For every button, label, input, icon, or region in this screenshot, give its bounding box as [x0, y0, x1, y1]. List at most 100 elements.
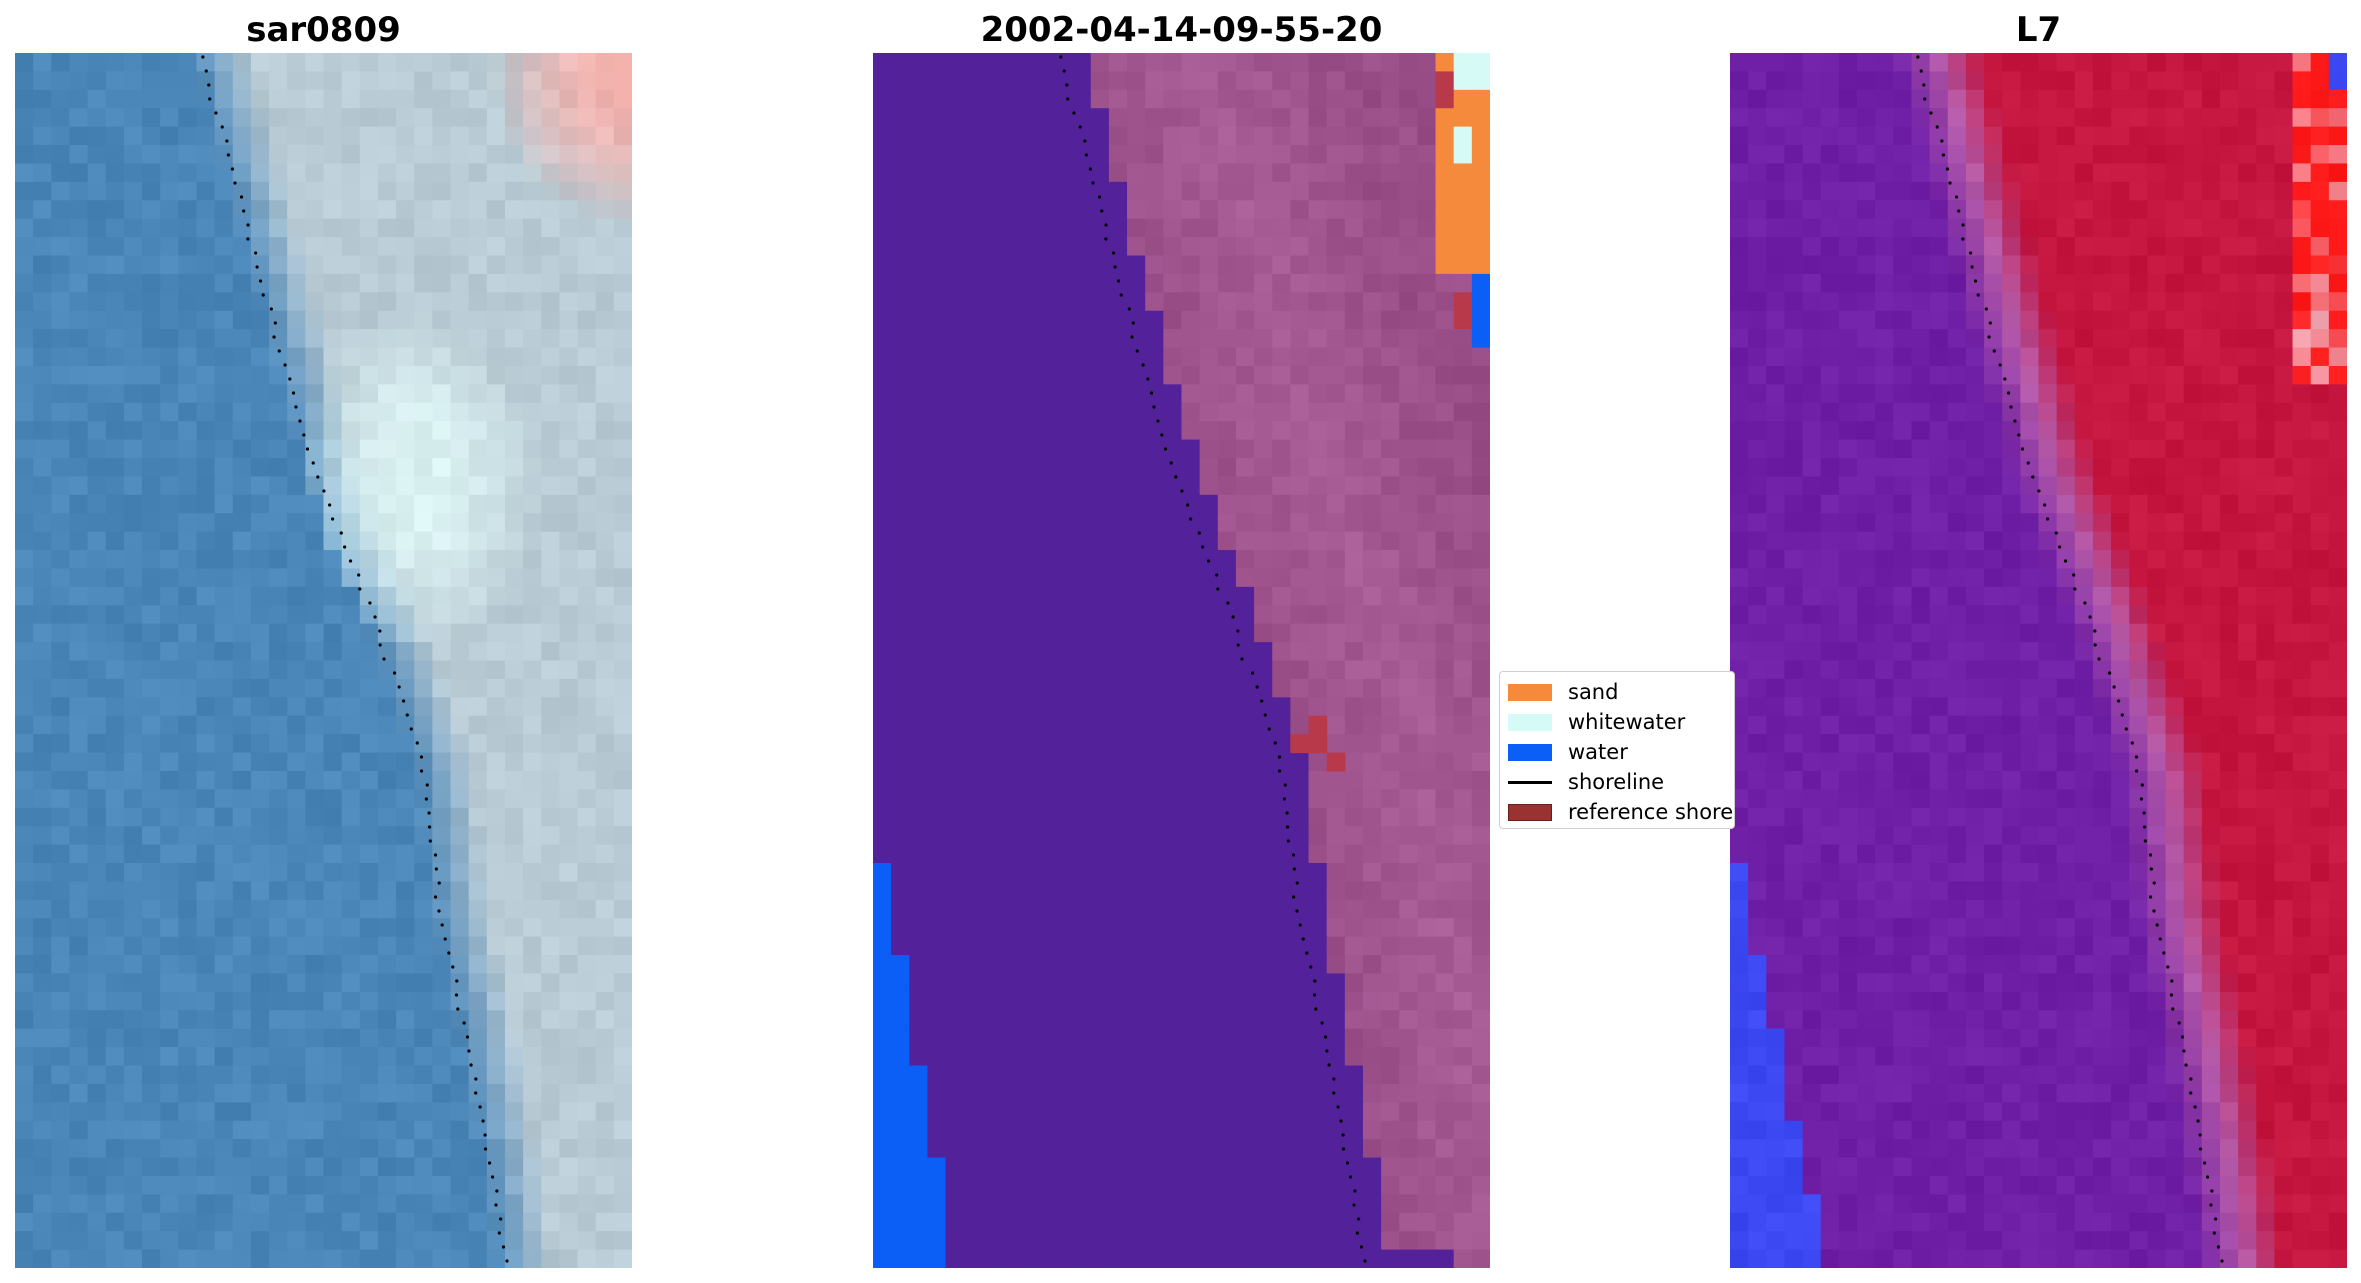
rgb-pixel	[123, 145, 143, 165]
rgb-pixel	[160, 863, 179, 883]
rgb-pixel	[323, 329, 343, 349]
l7-pixel	[1911, 89, 1931, 109]
class-pixel	[909, 1231, 929, 1251]
l7-pixel	[1820, 53, 1840, 73]
rgb-pixel	[196, 255, 216, 275]
class-pixel	[1199, 71, 1219, 91]
class-pixel	[981, 789, 1001, 809]
class-pixel	[927, 1102, 947, 1122]
class-pixel	[891, 715, 910, 735]
rgb-pixel	[377, 71, 397, 91]
class-pixel	[1036, 237, 1056, 257]
rgb-pixel	[577, 365, 597, 385]
class-pixel	[1181, 531, 1201, 551]
rgb-pixel	[595, 1028, 615, 1048]
class-pixel	[1108, 642, 1128, 662]
rgb-pixel	[305, 715, 325, 735]
class-pixel	[1108, 218, 1128, 238]
class-pixel	[1435, 292, 1455, 312]
rgb-pixel	[142, 1120, 161, 1140]
l7-pixel	[1929, 200, 1949, 220]
rgb-pixel	[305, 310, 325, 330]
rgb-pixel	[432, 200, 452, 220]
l7-pixel	[1875, 218, 1894, 238]
rgb-pixel	[269, 734, 288, 754]
l7-pixel	[1748, 145, 1767, 165]
rgb-pixel	[160, 1157, 179, 1177]
class-pixel	[1399, 642, 1419, 662]
l7-pixel	[2219, 163, 2239, 183]
rgb-pixel	[613, 1139, 632, 1159]
class-pixel	[1399, 1175, 1419, 1195]
class-pixel	[1181, 421, 1201, 441]
class-pixel	[945, 1120, 965, 1140]
rgb-pixel	[341, 1175, 361, 1195]
class-pixel	[945, 991, 965, 1011]
class-pixel	[1235, 310, 1255, 330]
rgb-pixel	[250, 752, 270, 772]
rgb-pixel	[559, 1102, 579, 1122]
rgb-pixel	[468, 1065, 488, 1085]
rgb-pixel	[33, 826, 52, 846]
class-pixel	[1417, 200, 1437, 220]
class-pixel	[1199, 973, 1219, 993]
class-pixel	[909, 273, 929, 293]
rgb-pixel	[33, 1065, 52, 1085]
rgb-pixel	[287, 513, 306, 533]
shoreline-point	[255, 265, 259, 269]
rgb-pixel	[123, 1212, 143, 1232]
rgb-pixel	[541, 255, 561, 275]
class-pixel	[963, 163, 983, 183]
class-pixel	[1072, 53, 1092, 73]
class-pixel	[1308, 292, 1328, 312]
class-pixel	[1181, 899, 1201, 919]
class-pixel	[873, 991, 892, 1011]
rgb-pixel	[341, 899, 361, 919]
rgb-pixel	[468, 458, 488, 478]
rgb-pixel	[214, 145, 234, 165]
rgb-pixel	[287, 1212, 306, 1232]
rgb-pixel	[450, 715, 470, 735]
rgb-pixel	[196, 89, 216, 109]
class-pixel	[1072, 678, 1092, 698]
class-pixel	[963, 678, 983, 698]
class-pixel	[963, 145, 983, 165]
rgb-pixel	[51, 1028, 71, 1048]
class-pixel	[1417, 568, 1437, 588]
rgb-pixel	[523, 145, 542, 165]
rgb-pixel	[178, 550, 198, 570]
rgb-pixel	[105, 292, 125, 312]
rgb-pixel	[323, 1010, 343, 1030]
class-pixel	[1163, 273, 1183, 293]
rgb-pixel	[341, 1065, 361, 1085]
rgb-pixel	[51, 237, 71, 257]
rgb-pixel	[51, 1249, 71, 1268]
rgb-pixel	[341, 71, 361, 91]
l7-pixel	[2165, 145, 2185, 165]
l7-pixel	[2111, 89, 2130, 109]
rgb-pixel	[305, 273, 325, 293]
rgb-pixel	[51, 1212, 71, 1232]
class-pixel	[1054, 1065, 1074, 1085]
class-pixel	[927, 1194, 947, 1214]
class-pixel	[1254, 936, 1273, 956]
shoreline-point	[425, 783, 429, 787]
l7-pixel	[1730, 163, 1749, 183]
rgb-pixel	[559, 439, 579, 459]
class-pixel	[1326, 237, 1346, 257]
class-pixel	[1036, 273, 1056, 293]
class-pixel	[1199, 660, 1219, 680]
rgb-pixel	[105, 991, 125, 1011]
class-pixel	[1000, 181, 1019, 201]
class-pixel	[1163, 642, 1183, 662]
class-pixel	[1344, 329, 1364, 349]
class-pixel	[1272, 1249, 1291, 1268]
class-pixel	[1272, 1010, 1291, 1030]
class-pixel	[1235, 642, 1255, 662]
shoreline-point	[1301, 937, 1305, 941]
class-pixel	[1362, 881, 1382, 901]
class-pixel	[1181, 1065, 1201, 1085]
rgb-pixel	[613, 807, 632, 827]
rgb-pixel	[377, 108, 397, 128]
rgb-pixel	[595, 531, 615, 551]
